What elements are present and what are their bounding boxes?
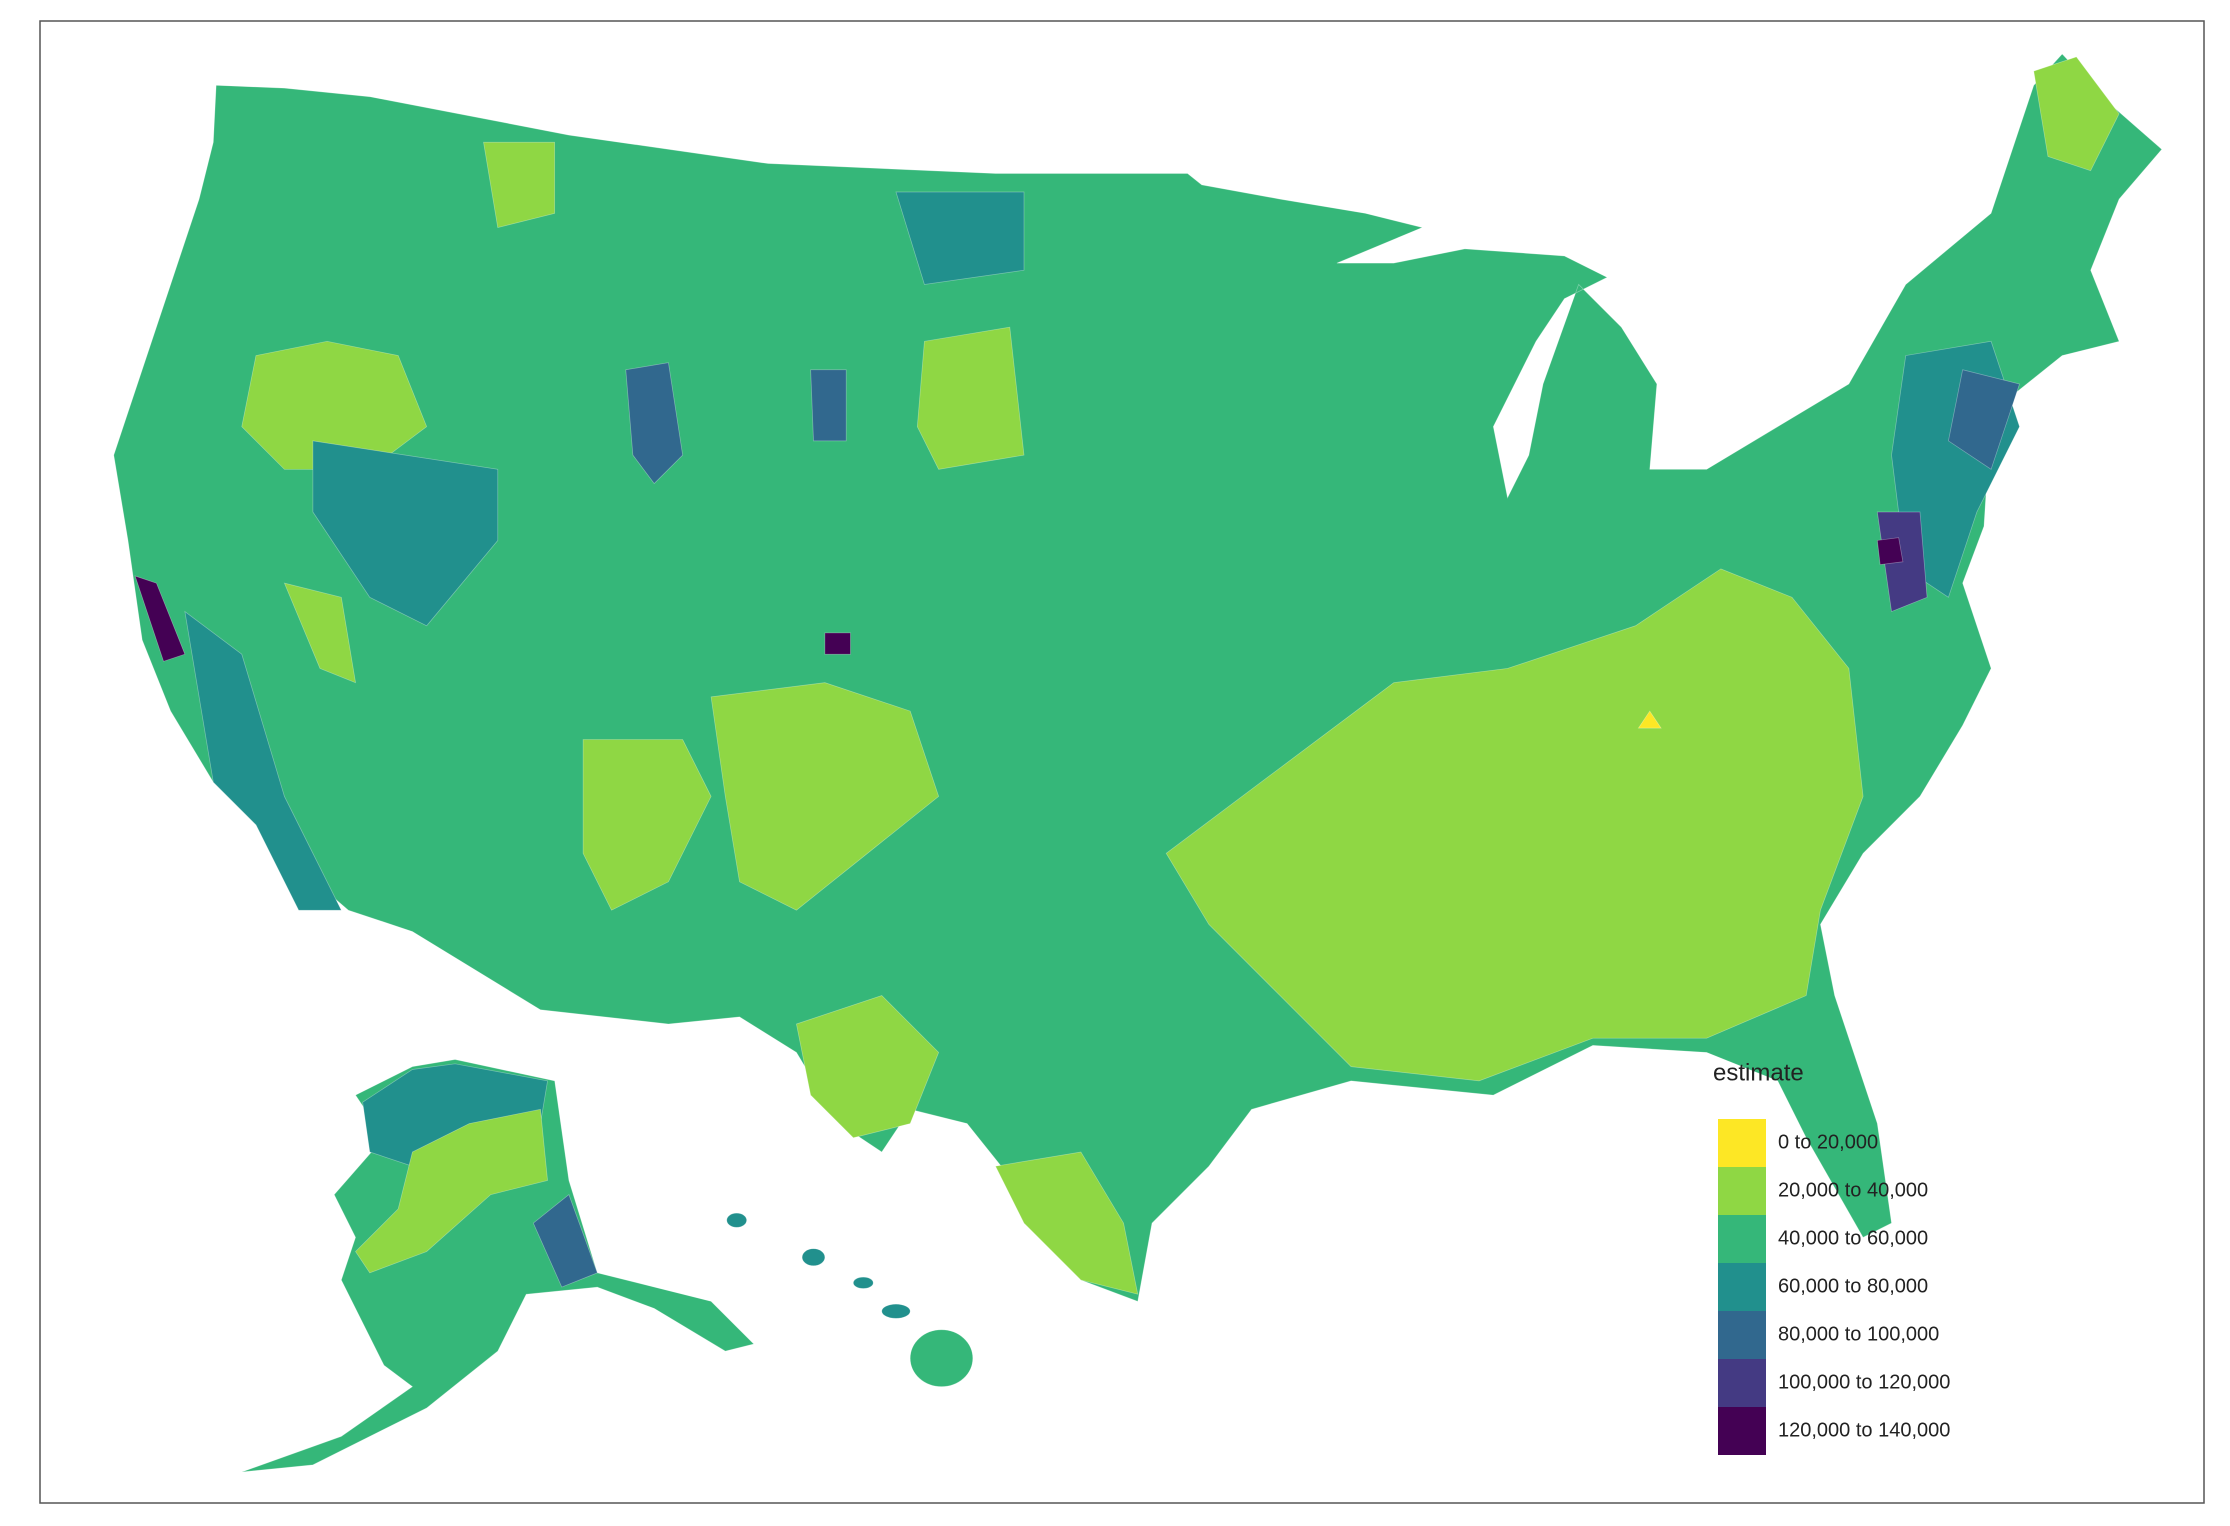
legend-label: 60,000 to 80,000 bbox=[1778, 1275, 1928, 1297]
region bbox=[1637, 710, 1662, 729]
region bbox=[796, 995, 940, 1139]
region bbox=[916, 326, 1025, 470]
hawaii bbox=[909, 1329, 974, 1388]
region bbox=[824, 632, 851, 655]
hawaii bbox=[726, 1212, 748, 1228]
legend-swatch bbox=[1718, 1311, 1766, 1359]
region bbox=[241, 340, 428, 470]
legend-label: 100,000 to 120,000 bbox=[1778, 1371, 1950, 1393]
region bbox=[995, 1151, 1139, 1295]
legend-swatch bbox=[1718, 1119, 1766, 1167]
legend-swatch bbox=[1718, 1359, 1766, 1407]
hawaii bbox=[881, 1303, 911, 1319]
region bbox=[483, 141, 556, 228]
region bbox=[134, 575, 186, 662]
region bbox=[895, 191, 1025, 285]
region bbox=[355, 1108, 548, 1274]
region bbox=[184, 610, 342, 911]
hawaii bbox=[801, 1248, 826, 1267]
region bbox=[710, 682, 940, 911]
region bbox=[625, 362, 684, 485]
legend-label: 40,000 to 60,000 bbox=[1778, 1227, 1928, 1249]
region bbox=[1948, 369, 2020, 470]
legend-swatch bbox=[1718, 1407, 1766, 1455]
legend: 0 to 20,000 20,000 to 40,000 40,000 to 60,… bbox=[1718, 1119, 1950, 1455]
legend-label: 20,000 to 40,000 bbox=[1778, 1179, 1928, 1201]
legend-label: 120,000 to 140,000 bbox=[1778, 1419, 1950, 1441]
region bbox=[283, 582, 357, 684]
region bbox=[312, 440, 499, 627]
region bbox=[1165, 568, 1864, 1082]
region bbox=[810, 369, 847, 442]
alaska bbox=[241, 1059, 755, 1473]
region bbox=[532, 1194, 598, 1288]
legend-title: estimate bbox=[1713, 1059, 1804, 1086]
region bbox=[2033, 56, 2120, 172]
legend-swatch bbox=[1718, 1167, 1766, 1215]
region bbox=[582, 739, 712, 911]
legend-label: 80,000 to 100,000 bbox=[1778, 1323, 1939, 1345]
hawaii bbox=[852, 1276, 874, 1289]
legend-swatch bbox=[1718, 1215, 1766, 1263]
map-regions bbox=[113, 53, 2163, 1473]
legend-swatch bbox=[1718, 1263, 1766, 1311]
region bbox=[1876, 537, 1904, 566]
legend-label: 0 to 20,000 bbox=[1778, 1131, 1878, 1153]
